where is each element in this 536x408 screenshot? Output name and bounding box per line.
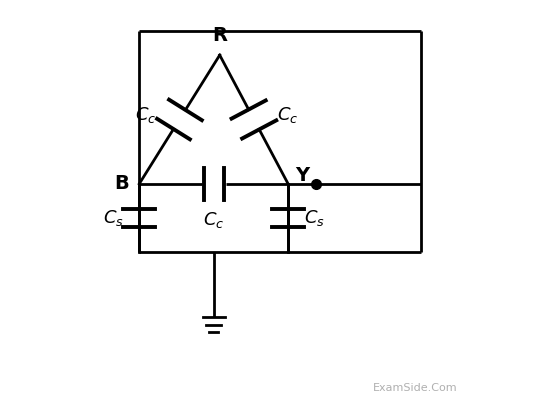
Text: ExamSide.Com: ExamSide.Com bbox=[373, 383, 457, 393]
Text: $C_c$: $C_c$ bbox=[278, 105, 299, 126]
Text: R: R bbox=[212, 26, 227, 45]
Text: $C_c$: $C_c$ bbox=[135, 105, 156, 126]
Text: $C_s$: $C_s$ bbox=[102, 208, 123, 228]
Text: Y: Y bbox=[295, 166, 309, 185]
Text: B: B bbox=[114, 174, 129, 193]
Text: $C_c$: $C_c$ bbox=[203, 210, 225, 230]
Text: $C_s$: $C_s$ bbox=[304, 208, 325, 228]
